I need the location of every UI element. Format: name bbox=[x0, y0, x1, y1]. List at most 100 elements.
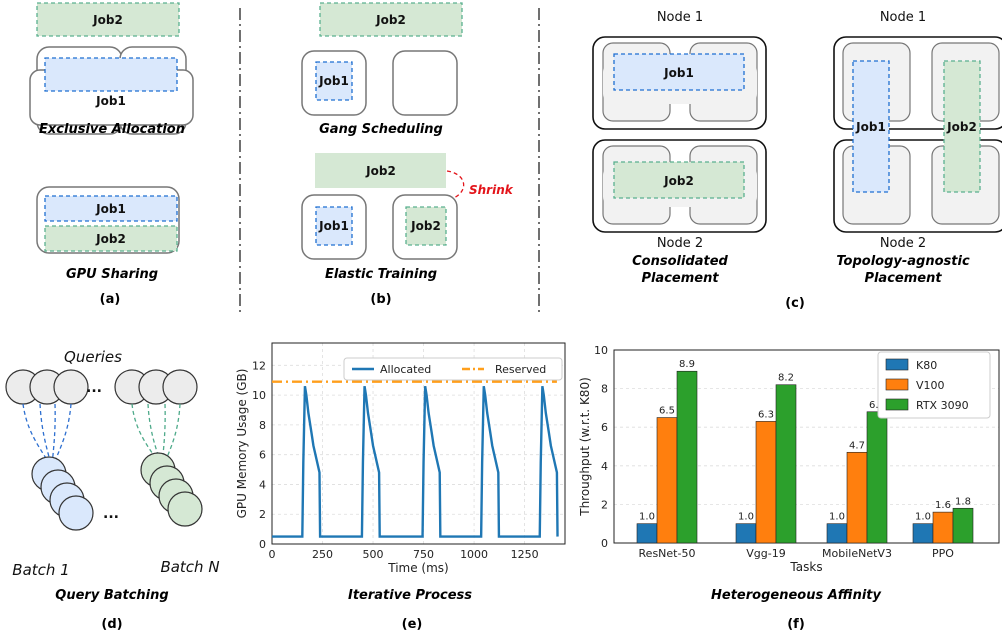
y-tick-label: 6 bbox=[601, 421, 608, 434]
bar-value-label: 1.0 bbox=[738, 512, 754, 523]
y-tick-label: 4 bbox=[601, 460, 608, 473]
y-tick-label: 2 bbox=[601, 498, 608, 511]
job2-block bbox=[405, 206, 447, 246]
x-axis-label: Time (ms) bbox=[387, 561, 449, 575]
x-axis-label: Tasks bbox=[789, 560, 822, 574]
x-tick-label: 250 bbox=[312, 548, 333, 561]
queries-label: Queries bbox=[64, 348, 122, 366]
x-tick-label: 750 bbox=[413, 548, 434, 561]
legend: K80 V100 RTX 3090 bbox=[877, 351, 991, 419]
job1-block bbox=[315, 206, 353, 246]
legend: Allocated Reserved bbox=[343, 357, 563, 381]
x-tick-label: PPO bbox=[932, 547, 954, 560]
y-tick-label: 6 bbox=[259, 449, 266, 462]
batch-1-label: Batch 1 bbox=[12, 561, 69, 579]
throughput-chart: 0 2 4 6 8 10 ResNet-50 Vgg-19 MobileNetV3 PPO 1.0… bbox=[578, 344, 1000, 574]
job2-label: Job2 bbox=[92, 13, 123, 27]
panel-label-d: (d) bbox=[101, 617, 122, 632]
y-tick-label: 8 bbox=[601, 383, 608, 396]
bar-value-label: 1.8 bbox=[955, 496, 971, 507]
panel-label-b: (b) bbox=[370, 292, 391, 307]
node-label: Node 1 bbox=[880, 10, 926, 25]
axis-ticks: 0 2 4 6 8 10 ResNet-50 Vgg-19 MobileNetV3 PPO bbox=[594, 344, 954, 560]
job1-label: Job1 bbox=[318, 219, 349, 233]
y-tick-label: 0 bbox=[259, 538, 266, 551]
y-tick-label: 2 bbox=[259, 508, 266, 521]
bar bbox=[826, 523, 848, 544]
batch-circle bbox=[58, 495, 94, 531]
axis-labels: Time (ms) GPU Memory Usage (GB) bbox=[235, 369, 449, 575]
caption-topology-agnostic: Topology-agnostic bbox=[836, 254, 970, 269]
bar bbox=[656, 417, 678, 544]
job2-label: Job2 bbox=[946, 120, 977, 134]
panel-a: Job2 Job1 Exclusive Allocation Job1 Job2… bbox=[29, 2, 194, 307]
caption-exclusive-allocation: Exclusive Allocation bbox=[39, 122, 185, 137]
job2-block bbox=[319, 2, 463, 37]
job1-block bbox=[852, 60, 890, 193]
query-circle bbox=[53, 369, 89, 405]
bar-value-label: 4.7 bbox=[849, 440, 865, 451]
query-circle bbox=[162, 369, 198, 405]
y-tick-label: 4 bbox=[259, 478, 266, 491]
batch-n-label: Batch N bbox=[160, 558, 219, 576]
caption-gpu-sharing: GPU Sharing bbox=[66, 267, 158, 282]
bar-value-label: 6.8 bbox=[869, 400, 885, 411]
batch-arrow bbox=[22, 403, 56, 475]
bar-value-label: 6.3 bbox=[758, 409, 774, 420]
caption-query-batching: Query Batching bbox=[55, 588, 168, 603]
bar-value-label: 1.0 bbox=[639, 512, 655, 523]
bar bbox=[775, 384, 797, 544]
bar-value-label: 1.0 bbox=[915, 512, 931, 523]
y-tick-label: 10 bbox=[594, 344, 608, 357]
gpu-box bbox=[392, 50, 458, 116]
legend-swatch bbox=[885, 358, 909, 371]
y-tick-label: 8 bbox=[259, 419, 266, 432]
job2-label: Job2 bbox=[375, 13, 406, 27]
job1-label: Job1 bbox=[855, 120, 886, 134]
plot-frame bbox=[613, 349, 1000, 544]
ellipsis: ... bbox=[103, 506, 119, 522]
job1-block bbox=[613, 53, 745, 91]
bars: 1.0 6.5 8.9 1.0 6.3 8.2 1.0 4.7 6.8 1.0 1.6 1.8 bbox=[636, 359, 974, 544]
node-label: Node 2 bbox=[880, 236, 926, 251]
job2-block bbox=[613, 161, 745, 199]
axis-ticks: 0 2 4 6 8 10 12 0 250 500 750 1000 1250 bbox=[252, 359, 539, 561]
job1-label: Job1 bbox=[663, 66, 694, 80]
x-tick-label: ResNet-50 bbox=[639, 547, 696, 560]
x-tick-label: 1250 bbox=[511, 548, 539, 561]
node-label: Node 2 bbox=[657, 236, 703, 251]
caption-consolidated: Consolidated bbox=[632, 254, 728, 269]
bar bbox=[912, 523, 934, 544]
bar-value-label: 8.2 bbox=[778, 373, 794, 384]
bar bbox=[952, 507, 974, 544]
shrink-label: Shrink bbox=[469, 183, 514, 197]
axis-labels: Tasks Throughput (w.r.t. K80) bbox=[578, 377, 823, 574]
job1-block bbox=[44, 195, 178, 222]
legend-swatch bbox=[885, 398, 909, 411]
plot-frame bbox=[271, 342, 566, 545]
bar bbox=[735, 523, 757, 544]
job2-label: Job2 bbox=[95, 232, 126, 246]
y-tick-label: 0 bbox=[601, 537, 608, 550]
job1-block bbox=[44, 57, 178, 92]
caption-iterative-process: Iterative Process bbox=[348, 588, 472, 603]
caption-elastic-training: Elastic Training bbox=[325, 267, 437, 282]
legend-label: K80 bbox=[916, 359, 937, 372]
panel-b: Job2 Job1 Gang Scheduling Job2 Shrink Jo… bbox=[301, 2, 514, 307]
x-tick-label: 1000 bbox=[460, 548, 488, 561]
node-label: Node 1 bbox=[657, 10, 703, 25]
y-axis-label: Throughput (w.r.t. K80) bbox=[578, 377, 592, 517]
series-lines bbox=[272, 380, 559, 538]
bar bbox=[755, 421, 777, 544]
legend-box bbox=[343, 357, 563, 381]
memory-usage-chart: 0 2 4 6 8 10 12 0 250 500 750 1000 1250 Allocated Res… bbox=[235, 342, 566, 575]
job2-elastic-block bbox=[315, 153, 446, 188]
x-tick-label: Vgg-19 bbox=[746, 547, 785, 560]
caption-placement: Placement bbox=[641, 271, 719, 286]
batch-circle bbox=[167, 491, 203, 527]
legend-label-reserved: Reserved bbox=[495, 363, 546, 376]
panel-label-f: (f) bbox=[787, 617, 805, 632]
caption-placement: Placement bbox=[864, 271, 942, 286]
bar-value-label: 1.6 bbox=[935, 500, 951, 511]
